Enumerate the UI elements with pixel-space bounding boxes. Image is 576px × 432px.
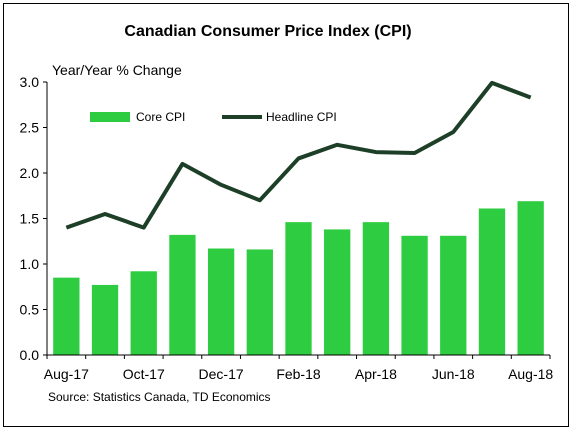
core-cpi-bar <box>246 249 273 355</box>
core-cpi-bar <box>324 229 351 355</box>
x-tick-label: Aug-18 <box>508 366 553 382</box>
core-cpi-bar <box>130 271 157 355</box>
x-ticks: Aug-17 Oct-17 Dec-17 Feb-18 Apr-18 Jun-18 Aug-… <box>44 355 553 382</box>
legend: Core CPI Headline CPI <box>90 110 337 124</box>
core-cpi-bar <box>401 235 428 355</box>
core-cpi-bar <box>285 222 312 355</box>
x-tick-label: Feb-18 <box>276 366 321 382</box>
x-tick-label: Apr-18 <box>355 366 397 382</box>
core-cpi-bar <box>91 284 119 355</box>
core-cpi-bar <box>517 201 544 355</box>
core-cpi-bar <box>478 208 506 355</box>
y-axis-label: Year/Year % Change <box>52 62 182 78</box>
y-ticks: 0.0 0.5 1.0 1.5 2.0 2.5 3.0 <box>20 74 47 363</box>
core-cpi-bar <box>53 277 80 355</box>
x-tick-label: Jun-18 <box>432 366 475 382</box>
chart-title: Canadian Consumer Price Index (CPI) <box>124 23 411 40</box>
x-tick-label: Oct-17 <box>123 366 165 382</box>
core-cpi-bars <box>53 201 544 355</box>
headline-cpi-line <box>65 80 532 230</box>
legend-core-swatch <box>90 112 130 122</box>
legend-core-label: Core CPI <box>136 110 185 124</box>
y-tick-label: 0.5 <box>20 302 40 318</box>
core-cpi-bar <box>207 248 235 355</box>
y-tick-label: 2.0 <box>20 165 40 181</box>
x-tick-label: Dec-17 <box>199 366 244 382</box>
core-cpi-bar <box>169 234 196 355</box>
legend-headline-label: Headline CPI <box>266 110 337 124</box>
y-tick-label: 0.0 <box>20 347 40 363</box>
core-cpi-bar <box>440 235 467 355</box>
y-tick-label: 3.0 <box>20 74 40 90</box>
y-tick-label: 1.0 <box>20 256 40 272</box>
y-tick-label: 1.5 <box>20 211 40 227</box>
x-tick-label: Aug-17 <box>44 366 89 382</box>
source-note: Source: Statistics Canada, TD Economics <box>48 390 271 404</box>
core-cpi-bar <box>362 222 390 355</box>
y-tick-label: 2.5 <box>20 120 40 136</box>
